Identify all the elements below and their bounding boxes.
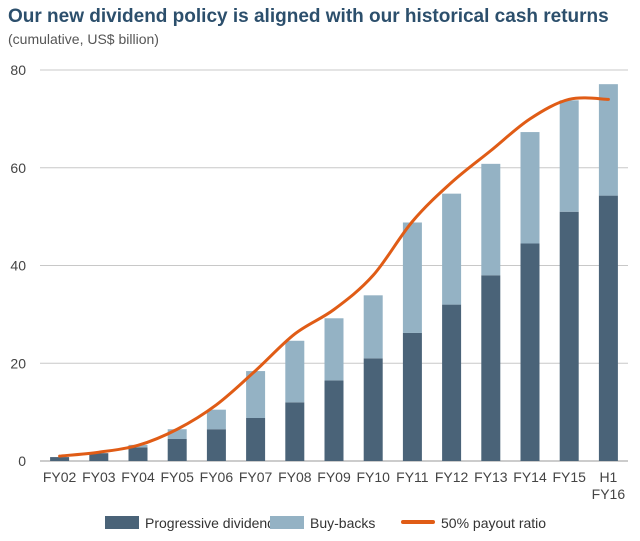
bar-dividend — [402, 332, 422, 461]
legend-item-payout: 50% payout ratio — [401, 515, 546, 531]
bar-dividend — [598, 195, 618, 461]
bar-buybacks — [402, 222, 422, 333]
x-tick-label: H1 FY16 — [592, 469, 626, 502]
bar-dividend — [363, 358, 383, 461]
x-tick-label: FY05 — [160, 469, 194, 485]
bar-buybacks — [520, 132, 540, 244]
x-tick-label: FY11 — [396, 469, 429, 485]
y-tick-label: 0 — [18, 453, 26, 469]
bar-buybacks — [481, 163, 501, 276]
bar-dividend — [520, 243, 540, 461]
legend: Progressive dividend Buy-backs 50% payou… — [0, 512, 640, 536]
legend-label-buybacks: Buy-backs — [310, 515, 376, 531]
payout-line — [58, 96, 610, 458]
legend-label-dividend: Progressive dividend — [145, 515, 275, 531]
bar-dividend — [442, 304, 462, 461]
bar-dividend — [89, 453, 109, 461]
legend-swatch-buybacks — [270, 516, 304, 529]
x-tick-label: FY04 — [121, 469, 155, 485]
x-tick-label: FY09 — [317, 469, 351, 485]
bar-dividend — [128, 447, 148, 461]
y-tick-label: 20 — [10, 355, 26, 371]
chart-subtitle: (cumulative, US$ billion) — [8, 31, 159, 47]
x-tick-label: FY12 — [435, 469, 469, 485]
bar-buybacks — [324, 318, 344, 381]
x-tick-label: FY07 — [239, 469, 273, 485]
chart-title: Our new dividend policy is aligned with … — [8, 6, 609, 27]
bar-buybacks — [363, 295, 383, 359]
bar-buybacks — [598, 84, 618, 196]
bar-dividend — [167, 439, 187, 461]
bar-dividend — [206, 429, 226, 461]
bar-dividend — [285, 402, 305, 461]
bar-buybacks — [246, 371, 266, 418]
legend-item-buybacks: Buy-backs — [270, 515, 375, 531]
bar-dividend — [481, 275, 501, 461]
legend-label-payout: 50% payout ratio — [441, 515, 547, 531]
legend-item-dividend: Progressive dividend — [105, 515, 275, 531]
y-tick-label: 60 — [10, 160, 26, 176]
bar-dividend — [50, 457, 70, 461]
x-tick-label: FY08 — [278, 469, 312, 485]
bar-buybacks — [206, 409, 226, 430]
bar-dividend — [324, 380, 344, 461]
bar-buybacks — [285, 340, 305, 403]
x-tick-label: FY14 — [513, 469, 547, 485]
x-tick-label: FY10 — [356, 469, 390, 485]
y-tick-label: 40 — [10, 258, 26, 274]
bar-dividend — [246, 417, 266, 461]
x-tick-label: FY13 — [474, 469, 508, 485]
bar-buybacks — [559, 100, 579, 212]
chart-plot: 0 20 40 60 80 FY02 FY03 FY04 FY05 FY06 FY07 FY08 FY0… — [10, 62, 628, 502]
bar-dividend — [559, 211, 579, 461]
bar-buybacks — [442, 193, 462, 305]
x-tick-label: FY03 — [82, 469, 116, 485]
legend-swatch-dividend — [105, 516, 139, 529]
y-tick-label: 80 — [10, 62, 26, 78]
legend-swatch-payout — [401, 520, 435, 524]
x-tick-label: FY02 — [43, 469, 77, 485]
x-tick-label: FY15 — [552, 469, 586, 485]
bar-buybacks — [167, 429, 187, 440]
x-tick-label: FY06 — [200, 469, 234, 485]
